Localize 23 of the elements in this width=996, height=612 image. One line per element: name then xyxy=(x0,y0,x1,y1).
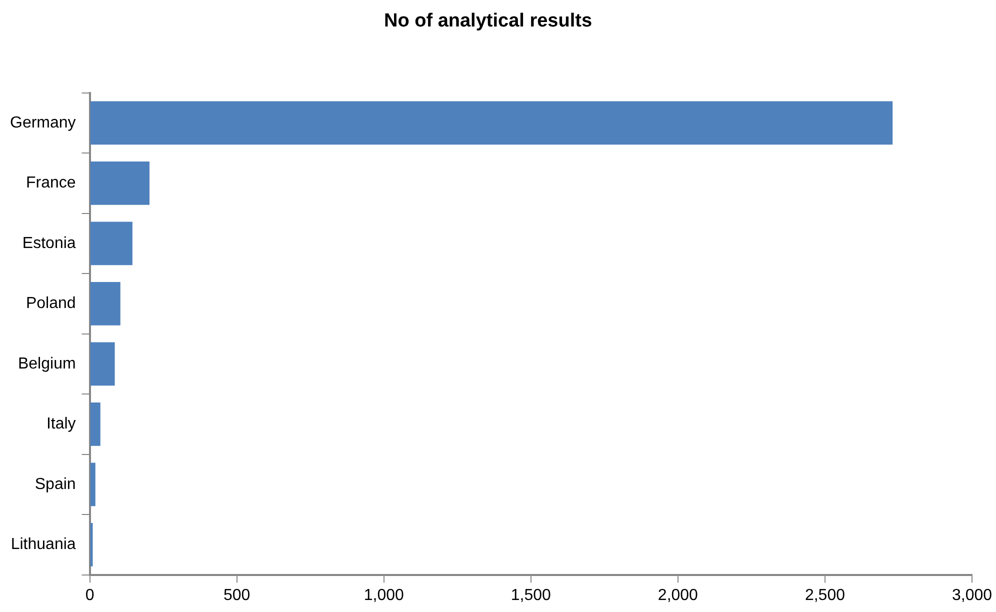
y-tick-label: Poland xyxy=(26,295,76,312)
bar xyxy=(90,101,893,145)
x-tick-label: 1,500 xyxy=(510,586,552,604)
y-tick-label: Germany xyxy=(10,114,76,132)
bar xyxy=(90,342,115,386)
x-tick-label: 1,000 xyxy=(364,586,404,604)
x-tick-label: 2,500 xyxy=(804,586,846,604)
y-tick-label: Spain xyxy=(34,476,76,493)
chart-title: No of analytical results xyxy=(384,10,592,32)
x-tick-label: 2,000 xyxy=(658,586,698,604)
y-tick-label: Lithuania xyxy=(10,536,76,554)
y-tick-label: France xyxy=(26,174,76,192)
bar xyxy=(90,222,132,266)
x-tick-label: 0 xyxy=(85,586,94,604)
y-tick-label: Belgium xyxy=(18,355,76,372)
bar xyxy=(90,161,150,205)
y-tick-label: Estonia xyxy=(22,234,76,252)
y-tick-label: Italy xyxy=(46,416,76,433)
bar xyxy=(90,282,120,326)
x-tick-label: 500 xyxy=(223,586,250,604)
bar xyxy=(90,462,96,506)
x-tick-label: 3,000 xyxy=(952,586,992,604)
bar xyxy=(90,402,100,446)
